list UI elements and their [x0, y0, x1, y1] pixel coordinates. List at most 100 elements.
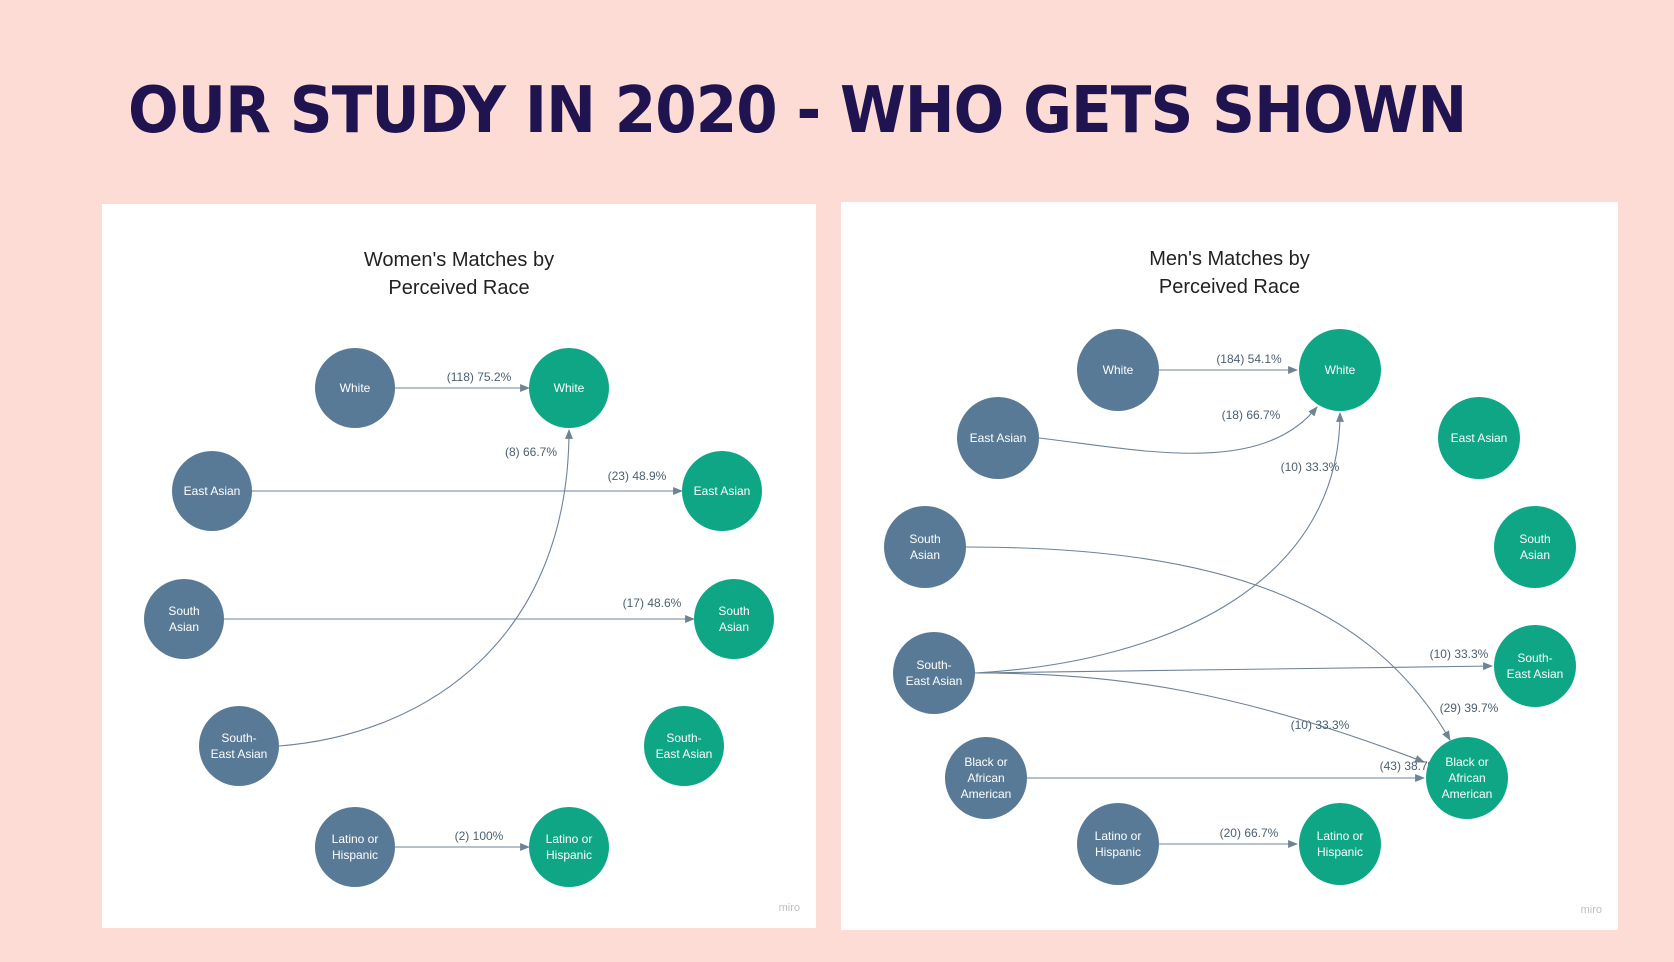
- edge-label: (17) 48.6%: [623, 596, 682, 610]
- node-m_t_sea: South- East Asian: [1494, 625, 1576, 707]
- node-circle: [529, 348, 609, 428]
- node-circle: [694, 579, 774, 659]
- node-label: Hispanic: [1317, 845, 1363, 859]
- node-m_s_black: Black or African American: [945, 737, 1027, 819]
- node-w_t_white: White: [529, 348, 609, 428]
- node-label: Asian: [1520, 548, 1550, 562]
- node-w_s_sea: South- East Asian: [199, 706, 279, 786]
- node-circle: [199, 706, 279, 786]
- node-label: Latino or: [332, 832, 379, 846]
- node-label: South-: [1517, 651, 1552, 665]
- node-label: African: [1448, 771, 1485, 785]
- diagram-title-line-1: Men's Matches by: [1149, 248, 1310, 270]
- node-label: Asian: [719, 620, 749, 634]
- node-label: South: [168, 604, 199, 618]
- node-circle: [1299, 803, 1381, 885]
- node-m_s_latino: Latino or Hispanic: [1077, 803, 1159, 885]
- edge-m_s_eastasian-to-m_t_white: [1038, 406, 1318, 454]
- edge-label: (10) 33.3%: [1430, 647, 1489, 661]
- node-circle: [893, 632, 975, 714]
- node-circle: [1077, 329, 1159, 411]
- node-circle: [1299, 329, 1381, 411]
- node-w_s_southasian: South Asian: [144, 579, 224, 659]
- node-circle: [1494, 625, 1576, 707]
- edge-m_s_sea-to-m_t_black: [974, 672, 1425, 763]
- edge-label: (10) 33.3%: [1281, 460, 1340, 474]
- edge-label: (8) 66.7%: [505, 445, 557, 459]
- node-label: Hispanic: [1095, 845, 1141, 859]
- node-circle: [884, 506, 966, 588]
- node-circle: [957, 397, 1039, 479]
- node-label: White: [554, 381, 585, 395]
- edge-label: (184) 54.1%: [1216, 352, 1282, 366]
- node-m_t_latino: Latino or Hispanic: [1299, 803, 1381, 885]
- node-m_s_southasian: South Asian: [884, 506, 966, 588]
- node-w_t_latino: Latino or Hispanic: [529, 807, 609, 887]
- node-circle: [1494, 506, 1576, 588]
- node-label: South: [1519, 532, 1550, 546]
- node-label: East Asian: [694, 484, 751, 498]
- node-label: Hispanic: [332, 848, 378, 862]
- node-circle: [1426, 737, 1508, 819]
- edge-label: (2) 100%: [455, 829, 504, 843]
- node-label: East Asian: [1507, 667, 1564, 681]
- node-label: East Asian: [656, 747, 713, 761]
- men-matches-diagram: (184) 54.1% (18) 66.7% (10) 33.3% (10) 33.3…: [884, 329, 1576, 885]
- node-label: Black or: [964, 755, 1007, 769]
- miro-watermark: miro: [778, 902, 800, 914]
- edge-label: (20) 66.7%: [1220, 826, 1279, 840]
- node-label: White: [1325, 363, 1356, 377]
- node-circle: [644, 706, 724, 786]
- node-label: East Asian: [906, 674, 963, 688]
- node-label: Asian: [910, 548, 940, 562]
- node-circle: [315, 807, 395, 887]
- node-label: East Asian: [970, 431, 1027, 445]
- node-circle: [529, 807, 609, 887]
- edge-label: (43) 38.7%: [1380, 759, 1439, 773]
- page-title: OUR STUDY IN 2020 - WHO GETS SHOWN: [128, 74, 1467, 148]
- edge-label: (10) 33.3%: [1291, 718, 1350, 732]
- node-label: White: [340, 381, 371, 395]
- node-m_t_southasian: South Asian: [1494, 506, 1576, 588]
- node-circle: [172, 451, 252, 531]
- men-matches-panel: Men's Matches by Perceived Race (184) 54…: [841, 202, 1618, 930]
- diagram-title-line-1: Women's Matches by: [363, 249, 555, 271]
- node-label: Black or: [1445, 755, 1488, 769]
- node-label: American: [961, 787, 1012, 801]
- node-label: American: [1442, 787, 1493, 801]
- node-label: Hispanic: [546, 848, 592, 862]
- miro-watermark: miro: [1580, 904, 1602, 916]
- edge-w_s_sea-to-w_t_white: [278, 429, 573, 747]
- node-label: White: [1103, 363, 1134, 377]
- edge-label: (18) 66.7%: [1222, 408, 1281, 422]
- node-w_s_eastasian: East Asian: [172, 451, 252, 531]
- node-circle: [1438, 397, 1520, 479]
- node-w_t_eastasian: East Asian: [682, 451, 762, 531]
- node-label: East Asian: [1451, 431, 1508, 445]
- diagram-title-line-2: Perceived Race: [388, 277, 530, 299]
- edge-m_s_southasian-to-m_t_black: [965, 546, 1451, 741]
- node-label: East Asian: [184, 484, 241, 498]
- node-label: Asian: [169, 620, 199, 634]
- node-label: Latino or: [546, 832, 593, 846]
- diagram-title: Men's Matches by Perceived Race: [841, 245, 1618, 301]
- edge-m_s_sea-to-m_t_sea: [974, 662, 1493, 674]
- diagram-title: Women's Matches by Perceived Race: [102, 246, 816, 302]
- node-w_s_white: White: [315, 348, 395, 428]
- node-circle: [144, 579, 224, 659]
- node-circle: [315, 348, 395, 428]
- node-label: South-: [666, 731, 701, 745]
- edge-label: (118) 75.2%: [447, 370, 512, 384]
- node-label: African: [967, 771, 1004, 785]
- edge-label: (29) 39.7%: [1440, 701, 1499, 715]
- diagram-title-line-2: Perceived Race: [1158, 276, 1301, 298]
- node-label: Latino or: [1095, 829, 1142, 843]
- edge-label: (23) 48.9%: [608, 469, 667, 483]
- node-m_s_sea: South- East Asian: [893, 632, 975, 714]
- node-m_s_eastasian: East Asian: [957, 397, 1039, 479]
- node-label: South: [718, 604, 749, 618]
- node-label: South-: [221, 731, 256, 745]
- node-m_t_eastasian: East Asian: [1438, 397, 1520, 479]
- women-matches-diagram: (118) 75.2% (8) 66.7% (23) 48.9% (17) 48.6%…: [144, 348, 774, 887]
- node-m_t_white: White: [1299, 329, 1381, 411]
